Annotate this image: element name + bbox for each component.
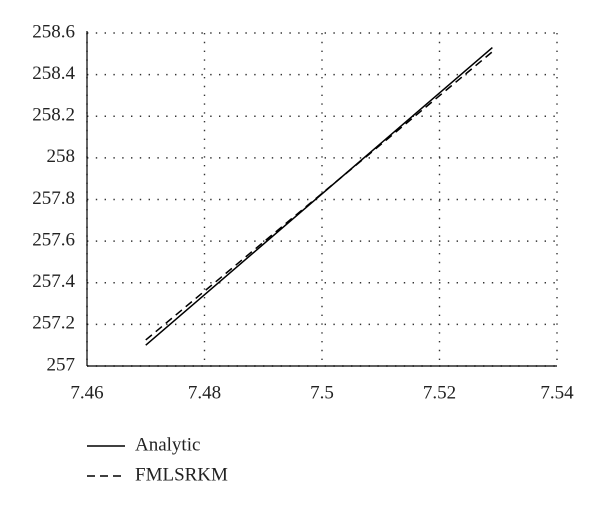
x-tick-label: 7.46 [70, 382, 103, 403]
y-tick-label: 258.6 [32, 21, 75, 42]
y-tick-label: 257.2 [32, 313, 75, 334]
y-tick-label: 257.4 [32, 271, 75, 292]
x-tick-label: 7.5 [310, 382, 334, 403]
series-line [145, 51, 493, 341]
y-tick-label: 258 [47, 146, 76, 167]
y-tick-label: 257.6 [32, 229, 75, 250]
legend-label: FMLSRKM [135, 464, 228, 485]
x-tick-label: 7.54 [540, 382, 574, 403]
y-tick-label: 258.2 [32, 105, 75, 126]
y-tick-label: 258.4 [32, 63, 75, 84]
y-tick-label: 257 [47, 354, 76, 375]
x-tick-label: 7.52 [423, 382, 456, 403]
legend-label: Analytic [135, 434, 200, 455]
x-tick-label: 7.48 [188, 382, 221, 403]
y-tick-label: 257.8 [32, 188, 75, 209]
